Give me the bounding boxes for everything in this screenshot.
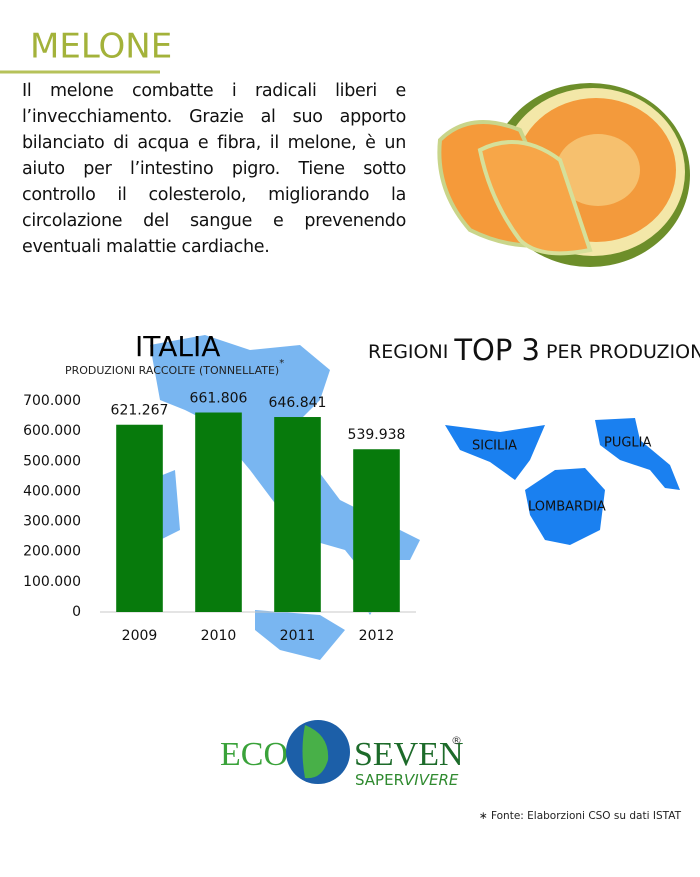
description: Il melone combatte i radicali liberi e l… (22, 81, 406, 257)
tagline-suffix: VIVERE (404, 771, 459, 789)
regions-title: REGIONI TOP 3 PER PRODUZIONE (368, 333, 700, 367)
y-tick-label: 400.000 (23, 483, 81, 499)
regions-title-prefix: REGIONI (368, 341, 448, 363)
logo-left: ECO (220, 736, 288, 773)
logo-tagline: SAPERVIVERE (355, 771, 459, 789)
x-tick-label: 2011 (280, 628, 316, 644)
region-label: LOMBARDIA (528, 500, 606, 515)
regions-title-suffix: PER PRODUZIONE (546, 341, 700, 363)
y-tick-label: 700.000 (23, 393, 81, 409)
y-tick-label: 100.000 (23, 574, 81, 590)
logo-face (302, 725, 329, 779)
footnote: ∗ Fonte: Elaborzioni CSO su dati ISTAT (479, 810, 682, 822)
value-label: 539.938 (348, 427, 406, 443)
y-tick-label: 200.000 (23, 544, 81, 560)
bar (116, 424, 163, 612)
melon-illustration (437, 83, 690, 267)
region-label: PUGLIA (604, 436, 652, 451)
logo-mark: ® (451, 734, 462, 747)
subtitle-mark: * (279, 358, 284, 369)
page-title: MELONE (30, 27, 172, 67)
region-shapes (445, 418, 680, 545)
tagline-prefix: SAPER (355, 771, 404, 789)
subtitle-text: PRODUZIONI RACCOLTE (TONNELLATE) (65, 364, 279, 377)
value-label: 661.806 (190, 391, 248, 407)
x-tick-label: 2009 (122, 628, 158, 644)
bar (274, 417, 321, 612)
chart-title: ITALIA (135, 330, 220, 363)
y-tick-label: 300.000 (23, 514, 81, 530)
y-tick-label: 600.000 (23, 423, 81, 439)
value-label: 646.841 (269, 395, 327, 411)
regions-title-main: TOP 3 (453, 333, 540, 367)
bar (353, 449, 400, 612)
x-tick-label: 2012 (359, 628, 395, 644)
x-tick-label: 2010 (201, 628, 237, 644)
y-tick-label: 0 (72, 604, 81, 620)
logo: ECO SEVEN ® SAPERVIVERE (220, 720, 464, 789)
chart-subtitle: PRODUZIONI RACCOLTE (TONNELLATE)* (65, 358, 284, 377)
value-label: 621.267 (111, 403, 169, 419)
logo-right: SEVEN (354, 736, 464, 773)
y-tick-label: 500.000 (23, 453, 81, 469)
bar (195, 412, 242, 612)
region-label: SICILIA (472, 439, 517, 454)
